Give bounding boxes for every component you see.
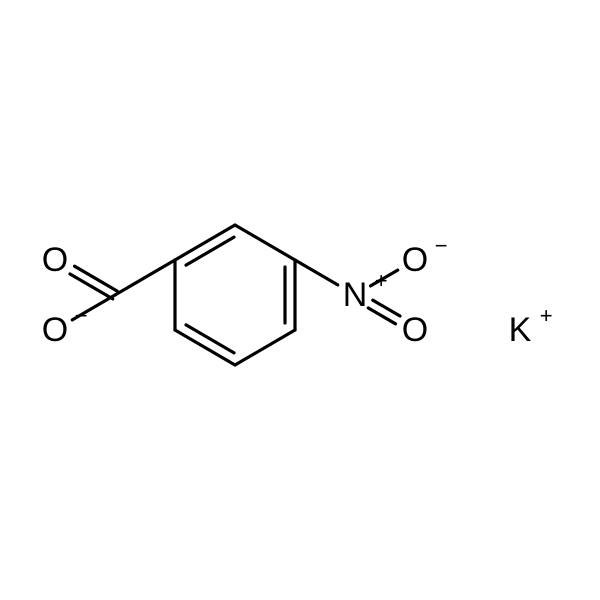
charge-N1: + xyxy=(375,268,388,293)
atom-O3: O xyxy=(402,241,428,279)
atom-O1: O xyxy=(42,241,68,279)
charge-O3: − xyxy=(435,233,448,258)
charge-O2: − xyxy=(75,303,88,328)
atom-K1: K xyxy=(509,311,532,349)
atom-O2: O xyxy=(42,311,68,349)
atom-O4: O xyxy=(402,311,428,349)
atom-N1: N xyxy=(343,276,368,314)
charge-K1: + xyxy=(540,303,553,328)
molecule-svg: OO−N+O−OK+ xyxy=(0,0,600,600)
